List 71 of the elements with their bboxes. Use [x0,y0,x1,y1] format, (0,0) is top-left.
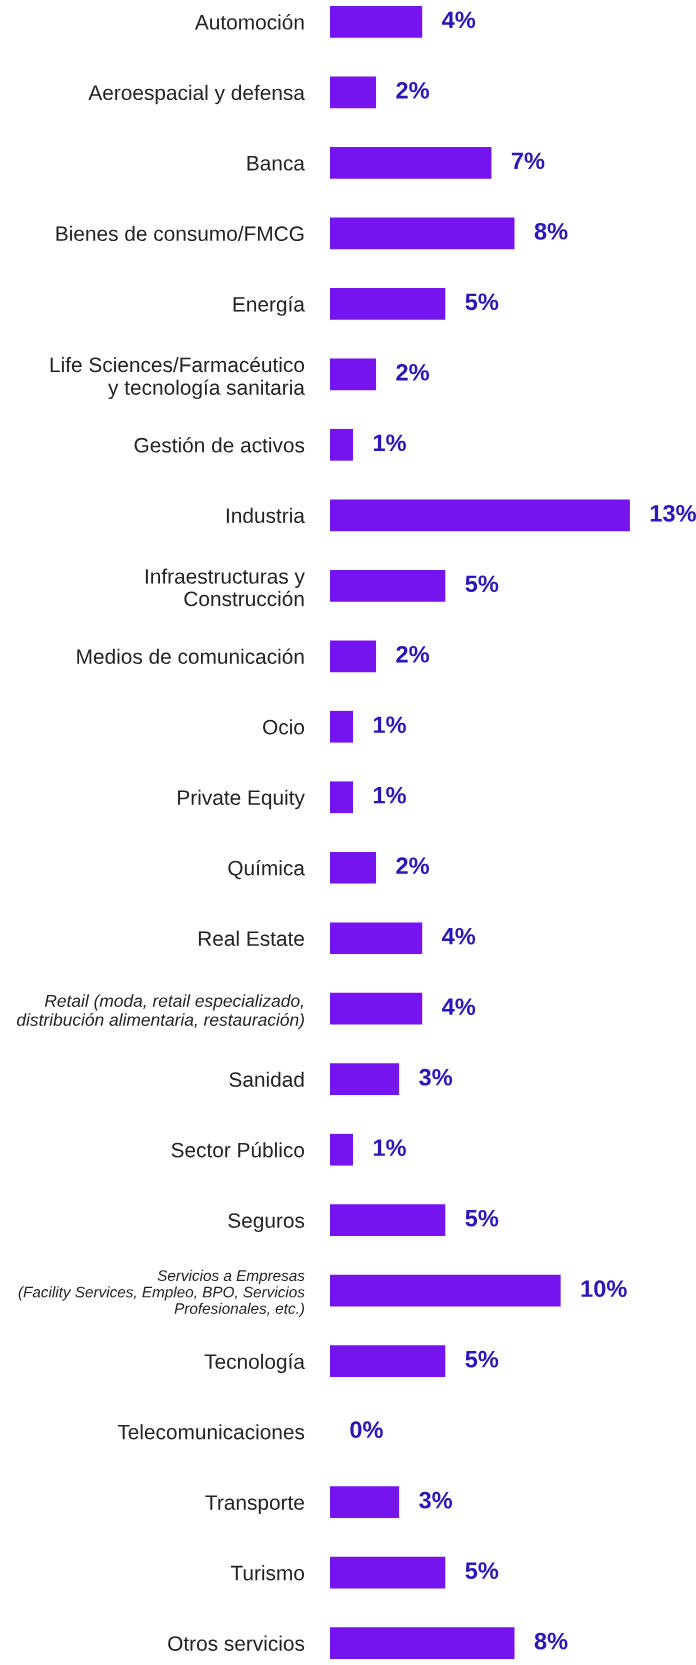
data-label: 2% [396,645,429,663]
data-label: 5% [465,1350,499,1368]
bar [329,1133,353,1166]
y-tick-label: Otros servicios [168,1635,305,1651]
y-tick-label: Seguros [228,1213,305,1233]
bar [329,1345,446,1378]
y-tick-label: Industria [226,507,305,524]
y-tick-label: Automoción [194,14,304,30]
bar [329,428,353,461]
data-label: 2% [396,857,429,875]
y-tick-label: Servicios a Empresas (Facility Services, Empleo, BPO, Servicios Profesionales, etc.) [18,1269,305,1317]
y-tick-label: Sanidad [229,1071,304,1087]
y-tick-label: Life Sciences/Farmacéutico y tecnología sanitaria [50,356,305,400]
y-tick-label: Energía [233,296,305,316]
data-label: 4% [442,998,476,1016]
bar [329,569,446,602]
y-tick-label: Bienes de consumo/FMCG [56,225,304,242]
bar [329,1556,446,1589]
bar [329,1627,515,1660]
data-label: 8% [534,1632,568,1650]
y-tick-label: Infraestructuras y Construcción [145,568,305,607]
bar [329,992,423,1025]
bar [329,76,377,109]
bar [329,5,423,38]
y-tick-label: Sector Público [171,1141,305,1158]
y-tick-label: Real Estate [198,930,304,946]
y-tick-label: Química [228,859,305,880]
data-label: 4% [442,927,476,945]
data-label: 4% [442,11,476,29]
data-label: 10% [581,1280,627,1298]
data-label: 5% [465,293,499,311]
bar [329,640,377,673]
data-label: 2% [396,81,429,99]
bar [329,287,446,320]
y-tick-label: Private Equity [178,789,305,810]
y-tick-label: Banca [247,156,305,171]
y-tick-label: Gestión de activos [134,437,305,453]
data-label: 5% [465,1209,499,1227]
data-label: 5% [465,575,499,593]
bar [329,1486,400,1519]
bar [329,1274,561,1307]
data-label: 13% [650,504,696,522]
bar [329,710,353,743]
data-label: 5% [465,1562,499,1579]
y-tick-label: Transporte [205,1495,304,1515]
data-label: 1% [373,1139,406,1156]
bar [329,781,353,814]
y-tick-label: Turismo [230,1565,305,1581]
y-tick-label: Medios de comunicación [77,648,304,665]
bar [329,146,492,179]
y-tick-label: Ocio [263,719,305,735]
data-label: 2% [396,363,429,381]
data-label: 8% [534,222,568,240]
data-label: 1% [373,434,406,452]
data-label: 7% [511,152,545,170]
data-label: 3% [419,1491,453,1509]
bar [329,358,377,391]
y-tick-label: Telecomunicaciones [117,1424,305,1440]
data-label: 1% [373,716,406,734]
data-label: 1% [373,786,406,804]
y-tick-label: Retail (moda, retail especializado, distribución alimentaria, restauración) [16,994,304,1030]
y-tick-label: Tecnología [204,1353,305,1374]
bar [329,1063,400,1096]
data-label: 0% [350,1421,383,1439]
bar [329,851,377,884]
bar [329,922,423,955]
data-label: 3% [419,1068,453,1086]
bar [329,499,630,532]
bar [329,217,515,250]
bar [329,1204,446,1237]
y-tick-label: Aeroespacial y defensa [88,84,305,105]
